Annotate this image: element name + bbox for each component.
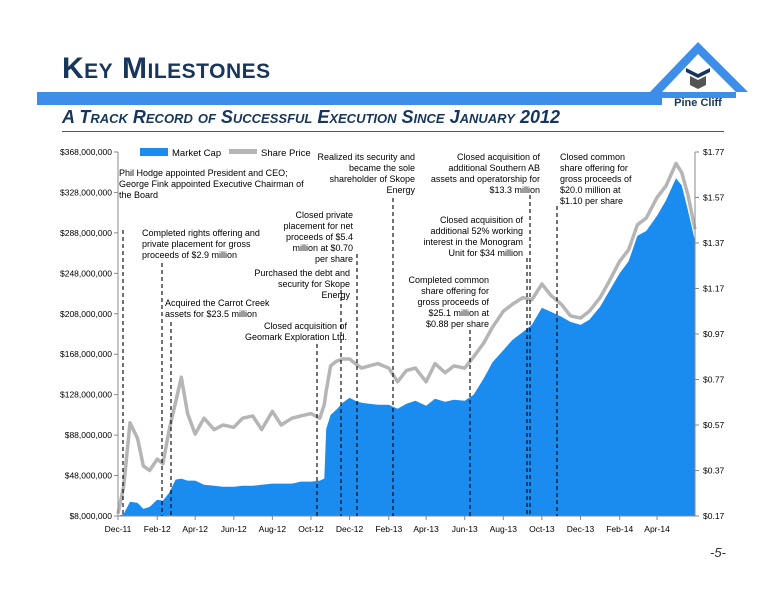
title-band — [37, 92, 662, 105]
y-left-tick-label: $208,000,000 — [60, 309, 112, 319]
x-tick-label: Jun-12 — [221, 524, 247, 534]
legend-share-price-swatch — [229, 149, 257, 154]
y-left-tick-label: $368,000,000 — [60, 147, 112, 157]
x-tick-label: Feb-14 — [606, 524, 633, 534]
x-tick-label: Oct-13 — [529, 524, 555, 534]
milestone-annotation: Acquired the Carrot Creek assets for $23… — [165, 298, 270, 319]
milestone-annotation: Completed rights offering and private pl… — [142, 228, 260, 260]
y-right-tick-label: $1.17 — [703, 284, 725, 294]
milestone-annotation: Completed common share offering for gros… — [408, 275, 489, 329]
legend-market-cap-label: Market Cap — [172, 148, 221, 159]
page-subtitle: A Track Record of Successful Execution S… — [62, 107, 561, 127]
milestone-annotation: Purchased the debt and security for Skop… — [254, 268, 350, 300]
y-right-tick-label: $1.57 — [703, 193, 725, 203]
y-right-tick-label: $0.57 — [703, 420, 725, 430]
milestone-annotation: Closed private placement for net proceed… — [283, 210, 353, 264]
x-tick-label: Feb-12 — [144, 524, 171, 534]
logo-base — [662, 92, 736, 98]
y-left-tick-label: $88,000,000 — [65, 430, 113, 440]
logo-mark-bottom — [690, 76, 706, 89]
logo-mark-top — [686, 68, 710, 78]
y-left-tick-label: $8,000,000 — [69, 511, 112, 521]
logo-graphic: Pine Cliff — [650, 42, 748, 109]
y-right-tick-label: $0.37 — [703, 466, 725, 476]
milestone-annotation: Closed acquisition of Geomark Exploratio… — [244, 321, 347, 342]
x-tick-label: Dec-12 — [336, 524, 364, 534]
x-tick-label: Jun-13 — [452, 524, 478, 534]
y-right-tick-label: $0.77 — [703, 375, 725, 385]
x-tick-label: Apr-14 — [644, 524, 670, 534]
milestone-annotation: Realized its security and became the sol… — [317, 152, 415, 195]
y-left-tick-label: $48,000,000 — [65, 471, 113, 481]
milestone-annotation: Closed common share offering for gross p… — [560, 152, 632, 206]
x-tick-label: Oct-12 — [298, 524, 324, 534]
page-number: -5- — [710, 545, 726, 560]
share-price-line — [116, 161, 697, 515]
x-tick-label: Dec-13 — [567, 524, 595, 534]
subtitle-divider — [62, 131, 724, 132]
legend-market-cap-swatch — [140, 148, 168, 156]
x-tick-label: Aug-12 — [259, 524, 287, 534]
y-left-tick-label: $168,000,000 — [60, 349, 112, 359]
pine-cliff-logo: Pine Cliff — [640, 30, 760, 110]
milestone-annotation: Phil Hodge appointed President and CEO; … — [119, 168, 304, 200]
logo-text: Pine Cliff — [674, 97, 722, 109]
y-right-tick-label: $0.17 — [703, 511, 725, 521]
y-left-tick-label: $248,000,000 — [60, 268, 112, 278]
y-right-tick-label: $1.77 — [703, 147, 725, 157]
milestone-annotation: Closed acquisition of additional 52% wor… — [423, 215, 523, 258]
x-tick-label: Feb-13 — [375, 524, 402, 534]
y-left-tick-label: $128,000,000 — [60, 390, 112, 400]
market-cap-area — [118, 178, 695, 517]
y-right-tick-label: $0.97 — [703, 329, 725, 339]
y-left-tick-label: $288,000,000 — [60, 228, 112, 238]
legend-share-price-label: Share Price — [261, 148, 311, 159]
y-right-tick-label: $1.37 — [703, 238, 725, 248]
page-title: Key Milestones — [62, 52, 271, 85]
x-tick-label: Dec-11 — [105, 524, 132, 534]
milestone-annotation: Closed acquisition of additional Souther… — [430, 152, 540, 195]
x-tick-label: Aug-13 — [490, 524, 518, 534]
x-tick-label: Apr-13 — [413, 524, 439, 534]
y-left-tick-label: $328,000,000 — [60, 187, 112, 197]
logo-roof-icon — [650, 42, 748, 92]
x-tick-label: Apr-12 — [182, 524, 208, 534]
